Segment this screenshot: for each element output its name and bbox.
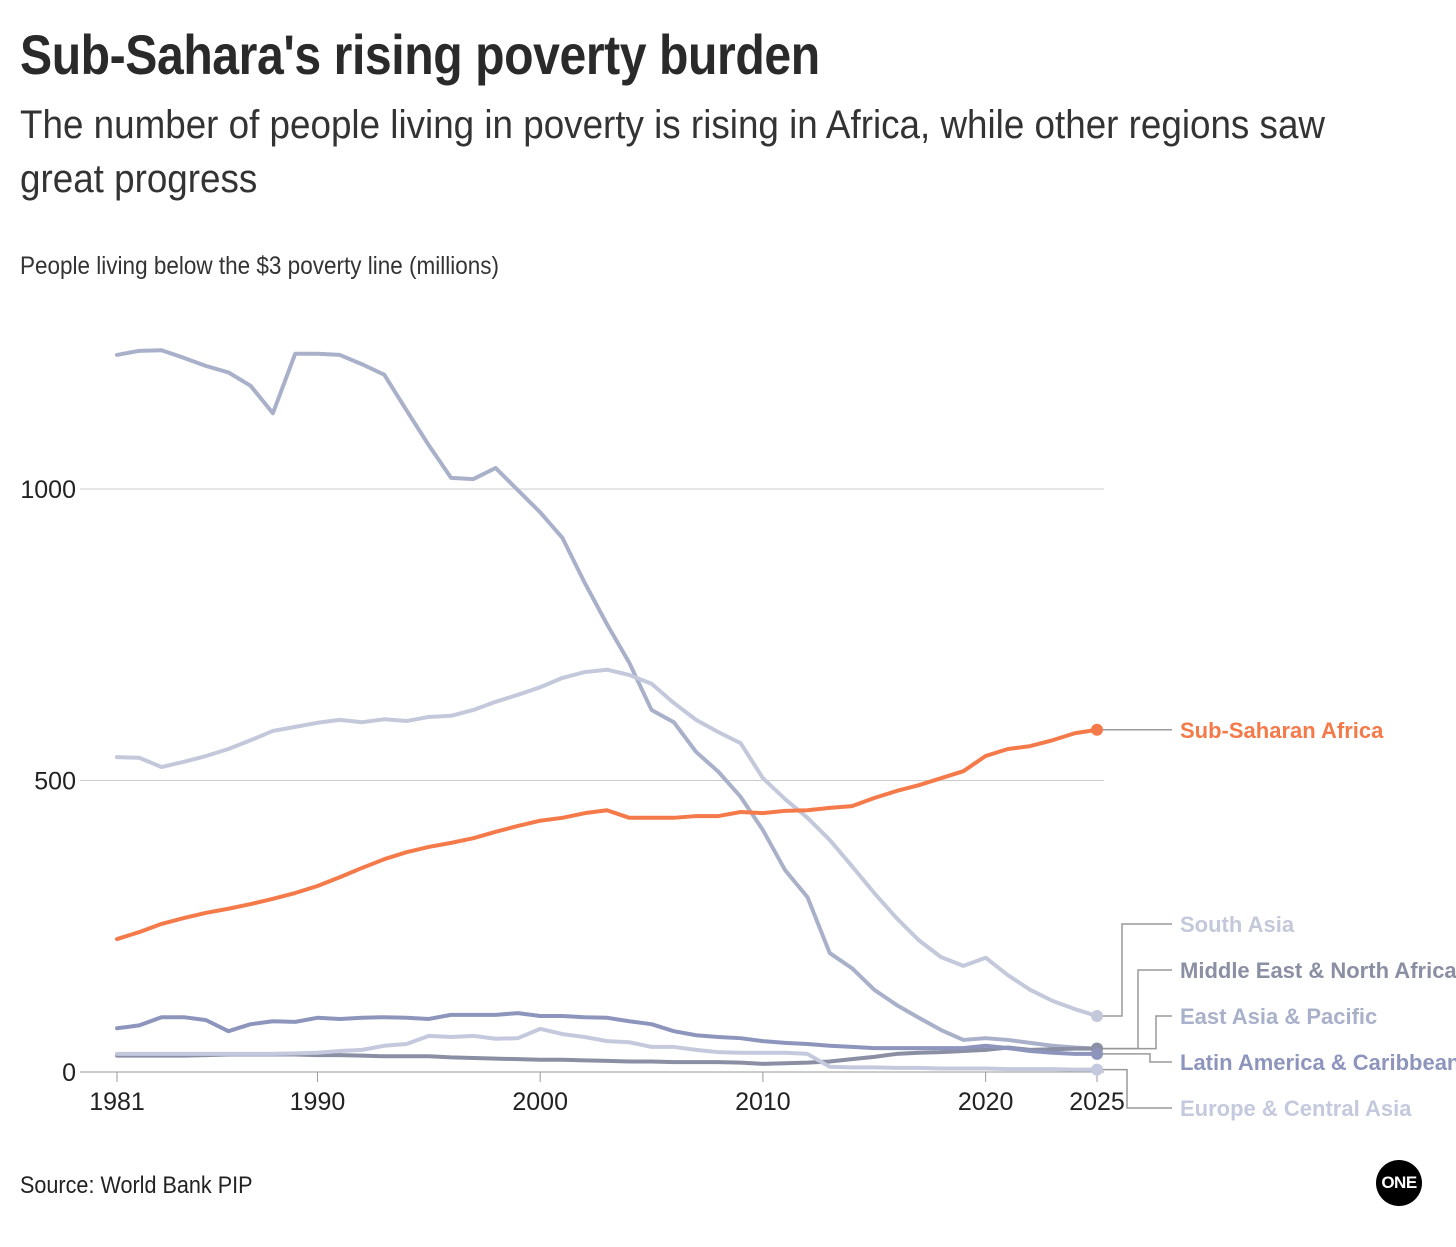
chart-title: Sub-Sahara's rising poverty burden — [20, 23, 820, 86]
y-axis-label: People living below the $3 poverty line … — [20, 252, 499, 280]
series-europe-central-asia: Europe & Central Asia — [115, 1026, 1412, 1121]
series-line — [115, 1011, 1099, 1056]
series-line — [115, 348, 1099, 1051]
series-east-asia-pacific: East Asia & Pacific — [115, 348, 1377, 1055]
series-line — [115, 1026, 1099, 1072]
series-line — [115, 667, 1099, 1019]
chart-subtitle: The number of people living in poverty i… — [20, 103, 1326, 201]
series-label: Sub-Saharan Africa — [1180, 718, 1384, 743]
series-end-dot — [1091, 1010, 1103, 1023]
series-sub-saharan-africa: Sub-Saharan Africa — [115, 718, 1384, 942]
label-connector — [1097, 923, 1172, 1017]
label-connector — [1097, 969, 1172, 1050]
label-connector — [1097, 1015, 1172, 1050]
series-south-asia: South Asia — [115, 667, 1295, 1023]
series-end-dot — [1091, 1047, 1103, 1060]
label-connector — [1097, 1068, 1172, 1109]
series-line — [115, 727, 1099, 942]
one-logo: ONE — [1376, 1160, 1422, 1206]
x-tick-label: 1981 — [89, 1088, 145, 1116]
series-label: Middle East & North Africa — [1180, 958, 1456, 983]
series-end-dot — [1091, 1063, 1103, 1076]
y-tick-label: 0 — [62, 1059, 76, 1087]
series-label: Europe & Central Asia — [1180, 1096, 1412, 1121]
series-end-dot — [1091, 723, 1103, 736]
series-label: Latin America & Caribbean — [1180, 1050, 1456, 1075]
series-label: East Asia & Pacific — [1180, 1004, 1377, 1029]
series-latin-america-caribbean: Latin America & Caribbean — [115, 1011, 1456, 1075]
x-tick-label: 2025 — [1069, 1088, 1125, 1116]
x-tick-label: 2020 — [958, 1088, 1014, 1116]
series-label: South Asia — [1180, 912, 1295, 937]
x-tick-label: 2000 — [512, 1088, 568, 1116]
x-tick-label: 2010 — [735, 1088, 791, 1116]
label-connector — [1097, 1053, 1172, 1063]
y-tick-label: 500 — [34, 768, 76, 796]
source-note: Source: World Bank PIP — [20, 1172, 253, 1199]
y-tick-label: 1000 — [20, 476, 76, 504]
x-tick-label: 1990 — [290, 1088, 346, 1116]
